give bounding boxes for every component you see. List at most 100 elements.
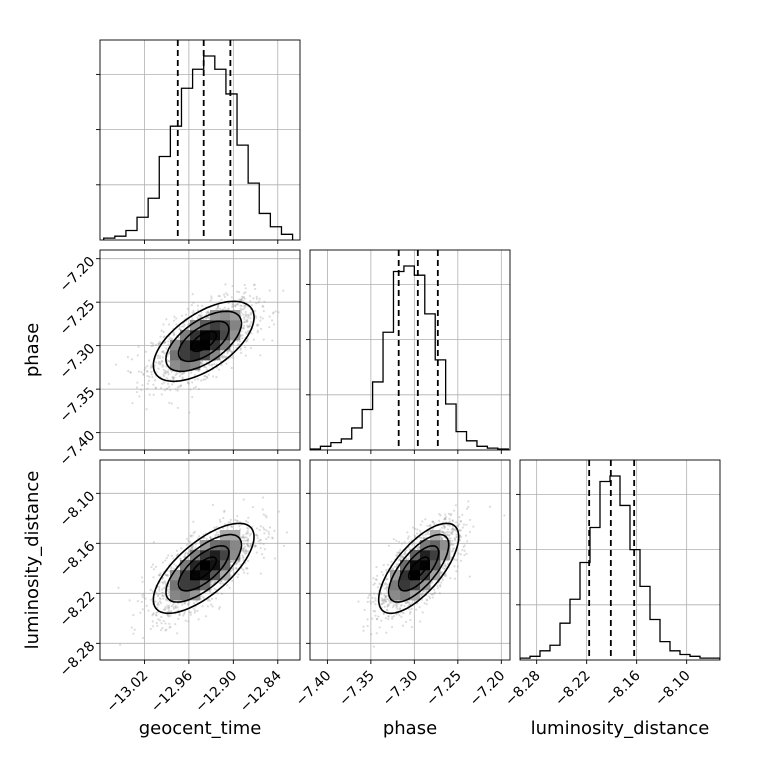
- scatter-point: [223, 510, 226, 513]
- density-bin: [210, 540, 221, 551]
- scatter-point: [157, 573, 161, 577]
- scatter-point: [220, 579, 223, 583]
- scatter-point: [173, 315, 176, 318]
- scatter-point: [217, 533, 220, 536]
- scatter-point: [246, 326, 249, 329]
- scatter-point: [164, 573, 167, 576]
- scatter-point: [455, 535, 458, 539]
- scatter-point: [145, 604, 148, 607]
- scatter-point: [261, 304, 264, 308]
- scatter-point: [465, 552, 468, 555]
- scatter-point: [411, 602, 414, 605]
- scatter-point: [452, 530, 455, 533]
- scatter-point: [246, 543, 249, 546]
- scatter-point: [179, 384, 182, 388]
- scatter-point: [225, 362, 228, 365]
- scatter-point: [258, 528, 261, 532]
- scatter-point: [245, 314, 248, 317]
- scatter-point: [381, 602, 384, 605]
- scatter-point: [193, 378, 197, 381]
- density-bin: [230, 540, 241, 551]
- scatter-point: [449, 537, 452, 540]
- scatter-point: [244, 331, 247, 334]
- scatter-point: [242, 550, 245, 553]
- scatter-point: [166, 607, 169, 610]
- scatter-point: [161, 356, 164, 359]
- scatter-point: [256, 331, 259, 334]
- scatter-point: [240, 304, 243, 307]
- scatter-point: [247, 516, 250, 519]
- scatter-point: [440, 531, 443, 534]
- y-tick-label: −7.25: [57, 297, 99, 339]
- scatter-point: [192, 309, 195, 312]
- scatter-point: [205, 312, 208, 315]
- scatter-point: [387, 544, 391, 547]
- scatter-point: [246, 542, 249, 546]
- scatter-point: [488, 505, 492, 508]
- scatter-point: [380, 593, 383, 596]
- scatter-point: [399, 557, 402, 560]
- scatter-point: [242, 534, 245, 537]
- scatter-point: [206, 376, 209, 379]
- scatter-point: [227, 521, 230, 524]
- scatter-point: [392, 614, 396, 618]
- scatter-point: [431, 596, 434, 599]
- scatter-point: [384, 595, 387, 598]
- scatter-point: [174, 373, 177, 377]
- scatter-point: [254, 287, 257, 291]
- scatter-point: [248, 325, 252, 328]
- scatter-point: [176, 386, 179, 389]
- y-tick-label: −7.20: [57, 254, 99, 296]
- scatter-point: [463, 549, 466, 552]
- scatter-point: [376, 617, 379, 621]
- scatter-point: [259, 316, 262, 319]
- contour-line: [165, 533, 243, 603]
- density-bin: [190, 550, 201, 561]
- scatter-point: [259, 542, 262, 545]
- density-bins: [170, 310, 241, 371]
- scatter-point: [160, 393, 163, 396]
- scatter-point: [231, 284, 234, 288]
- scatter-point: [210, 603, 213, 606]
- scatter-point: [242, 535, 245, 539]
- scatter-point: [381, 598, 384, 601]
- scatter-point: [231, 568, 235, 571]
- scatter-point: [200, 379, 203, 382]
- scatter-point: [186, 307, 189, 310]
- scatter-point: [238, 559, 241, 563]
- scatter-point: [192, 386, 196, 390]
- scatter-point: [242, 324, 246, 327]
- scatter-point: [442, 531, 445, 534]
- scatter-point: [250, 321, 253, 324]
- scatter-point: [399, 555, 403, 558]
- scatter-point: [410, 625, 414, 629]
- scatter-point: [182, 372, 185, 375]
- scatter-point: [141, 580, 144, 583]
- scatter-point: [448, 517, 451, 521]
- scatter-point: [249, 312, 252, 315]
- density-bin: [190, 340, 201, 351]
- density-bin: [190, 330, 201, 341]
- scatter-point: [254, 309, 257, 312]
- scatter-point: [211, 605, 214, 608]
- y-tick-label: −8.10: [57, 488, 99, 530]
- scatter-point: [428, 597, 432, 600]
- scatter-point: [242, 296, 246, 299]
- scatter-point: [202, 318, 205, 321]
- scatter-point: [178, 375, 182, 378]
- scatter-point: [246, 529, 249, 533]
- scatter-point: [222, 354, 226, 358]
- scatter-point: [241, 337, 244, 340]
- scatter-point: [386, 577, 389, 581]
- scatter-point: [158, 342, 161, 345]
- scatter-point: [271, 339, 274, 342]
- scatter-point: [418, 606, 421, 609]
- scatter-point: [167, 323, 171, 326]
- scatter-point: [177, 336, 181, 339]
- scatter-point: [282, 544, 286, 547]
- scatter-point: [243, 307, 246, 310]
- scatter-point: [456, 524, 459, 527]
- scatter-point: [440, 530, 444, 533]
- scatter-point: [152, 613, 155, 616]
- scatter-point: [176, 632, 179, 635]
